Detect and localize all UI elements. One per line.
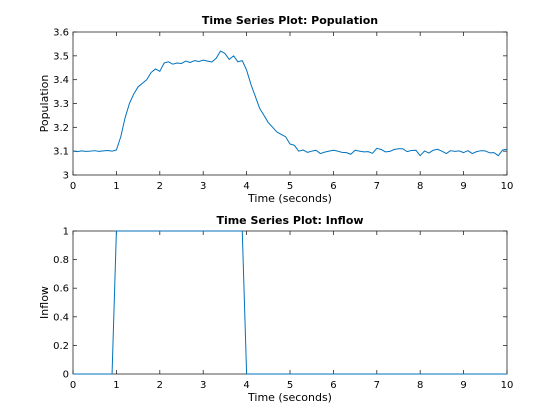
inflow-x-tick-label: 0 [70,380,76,391]
population-chart-title: Time Series Plot: Population [202,14,378,27]
population-plot-frame [72,31,508,176]
inflow-y-axis-label: Inflow [38,286,51,319]
population-axes: Time Series Plot: Population Time (secon… [38,14,513,205]
inflow-y-tick-label: 0.6 [53,284,69,295]
inflow-x-tick-label: 7 [374,380,380,391]
population-x-tick-label: 1 [113,181,119,192]
inflow-axes: Time Series Plot: Inflow Time (seconds) … [38,214,513,404]
inflow-x-tick-label: 9 [460,380,466,391]
population-x-tick-label: 0 [70,181,76,192]
inflow-plot-frame [72,230,508,375]
population-y-tick-label: 3 [63,171,69,182]
population-x-tick-label: 4 [243,181,249,192]
population-y-tick-label: 3.5 [53,51,69,62]
inflow-x-tick-label: 2 [157,380,163,391]
inflow-x-tick-label: 8 [417,380,423,391]
inflow-chart-title: Time Series Plot: Inflow [216,214,363,227]
inflow-y-tick-label: 0 [63,370,69,381]
inflow-ticks: 0 1 2 3 4 5 6 7 8 9 10 0 0.2 0.4 0.6 0.8 1 [53,227,513,392]
population-x-tick-label: 7 [374,181,380,192]
population-y-tick-label: 3.4 [53,75,69,86]
inflow-y-tick-label: 0.8 [53,255,69,266]
inflow-y-tick-label: 0.4 [53,312,69,323]
population-x-tick-label: 6 [330,181,336,192]
population-y-tick-label: 3.3 [53,99,69,110]
inflow-x-tick-label: 4 [243,380,249,391]
population-x-tick-label: 9 [460,181,466,192]
inflow-x-axis-label: Time (seconds) [247,391,332,404]
inflow-x-tick-label: 1 [113,380,119,391]
population-x-tick-label: 2 [157,181,163,192]
inflow-y-tick-label: 0.2 [53,341,69,352]
population-y-tick-label: 3.1 [53,147,69,158]
inflow-x-tick-label: 3 [200,380,206,391]
population-y-tick-label: 3.2 [53,123,69,134]
population-y-tick-label: 3.6 [53,28,69,39]
inflow-y-tick-label: 1 [63,227,69,238]
population-ticks: 0 1 2 3 4 5 6 7 8 9 10 3 3.1 3.2 3.3 3.4 3.5 3.6 [53,28,513,193]
population-x-axis-label: Time (seconds) [247,192,332,205]
inflow-x-tick-label: 10 [501,380,514,391]
population-series-line [72,50,508,157]
population-x-tick-label: 5 [287,181,293,192]
population-x-tick-label: 3 [200,181,206,192]
population-x-tick-label: 8 [417,181,423,192]
inflow-x-tick-label: 5 [287,380,293,391]
inflow-series-line [73,230,507,375]
population-y-axis-label: Population [38,75,51,133]
inflow-x-tick-label: 6 [330,380,336,391]
population-x-tick-label: 10 [501,181,514,192]
